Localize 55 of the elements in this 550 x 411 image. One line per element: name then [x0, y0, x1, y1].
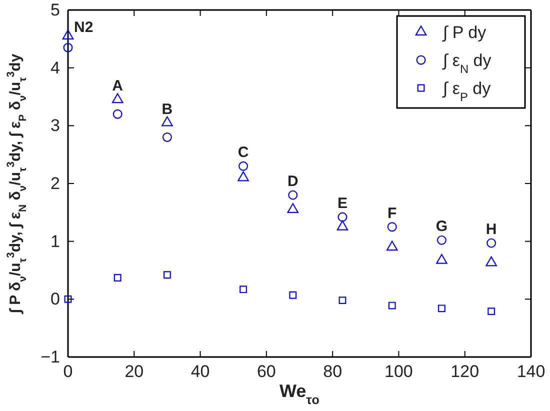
x-tick-label: 40: [190, 362, 210, 382]
y-tick-label: 4: [50, 58, 60, 78]
point: [336, 220, 348, 230]
x-tick-label: 140: [516, 362, 546, 382]
y-tick-label: 1: [50, 232, 60, 251]
x-tick-label: 60: [256, 362, 276, 382]
point: [112, 109, 122, 119]
point: [240, 286, 247, 294]
x-axis-title: We$_{τo}$: [279, 381, 320, 407]
point: [164, 271, 171, 279]
annotation: A: [112, 78, 124, 95]
annotation: C: [238, 144, 249, 162]
legend-label: ∫ ε$_{N}$ dy: [442, 51, 492, 76]
annotation: F: [388, 204, 397, 222]
point: [338, 296, 346, 304]
point: [488, 308, 496, 316]
annotation: E: [337, 195, 348, 212]
annotation: D: [287, 173, 298, 190]
annotation: B: [162, 100, 173, 118]
x-tick-label: 100: [384, 362, 413, 382]
point: [64, 295, 72, 303]
y-tick-label: 0: [50, 290, 60, 309]
point: [289, 291, 297, 299]
point: [436, 235, 446, 245]
point: [62, 30, 74, 40]
point: [162, 116, 173, 126]
y-tick-label: 2: [50, 174, 60, 193]
point: [162, 132, 172, 142]
legend-label: ∫ ε$_{P}$ dy: [442, 79, 492, 104]
annotation: H: [486, 221, 497, 238]
point: [238, 171, 249, 182]
point: [486, 238, 496, 248]
y-tick-label: −1: [40, 347, 60, 366]
y-tick-label: 3: [50, 116, 60, 136]
point: [387, 222, 397, 232]
point: [238, 161, 248, 171]
annotation: N2: [74, 19, 94, 36]
point: [112, 93, 124, 104]
point: [386, 240, 398, 251]
point: [63, 42, 73, 52]
x-tick-label: 120: [450, 362, 480, 382]
legend-label: ∫ P dy: [442, 23, 487, 42]
x-tick-label: 0: [63, 362, 73, 382]
x-tick-label: 80: [323, 362, 342, 382]
point: [114, 274, 122, 282]
point: [338, 212, 348, 222]
y-tick-label: 5: [50, 0, 60, 20]
point: [438, 304, 446, 312]
point: [388, 302, 396, 310]
point: [288, 190, 298, 200]
point: [486, 256, 497, 266]
annotation: G: [436, 218, 448, 236]
point: [436, 254, 448, 264]
x-tick-label: 20: [124, 362, 144, 382]
point: [287, 203, 299, 214]
